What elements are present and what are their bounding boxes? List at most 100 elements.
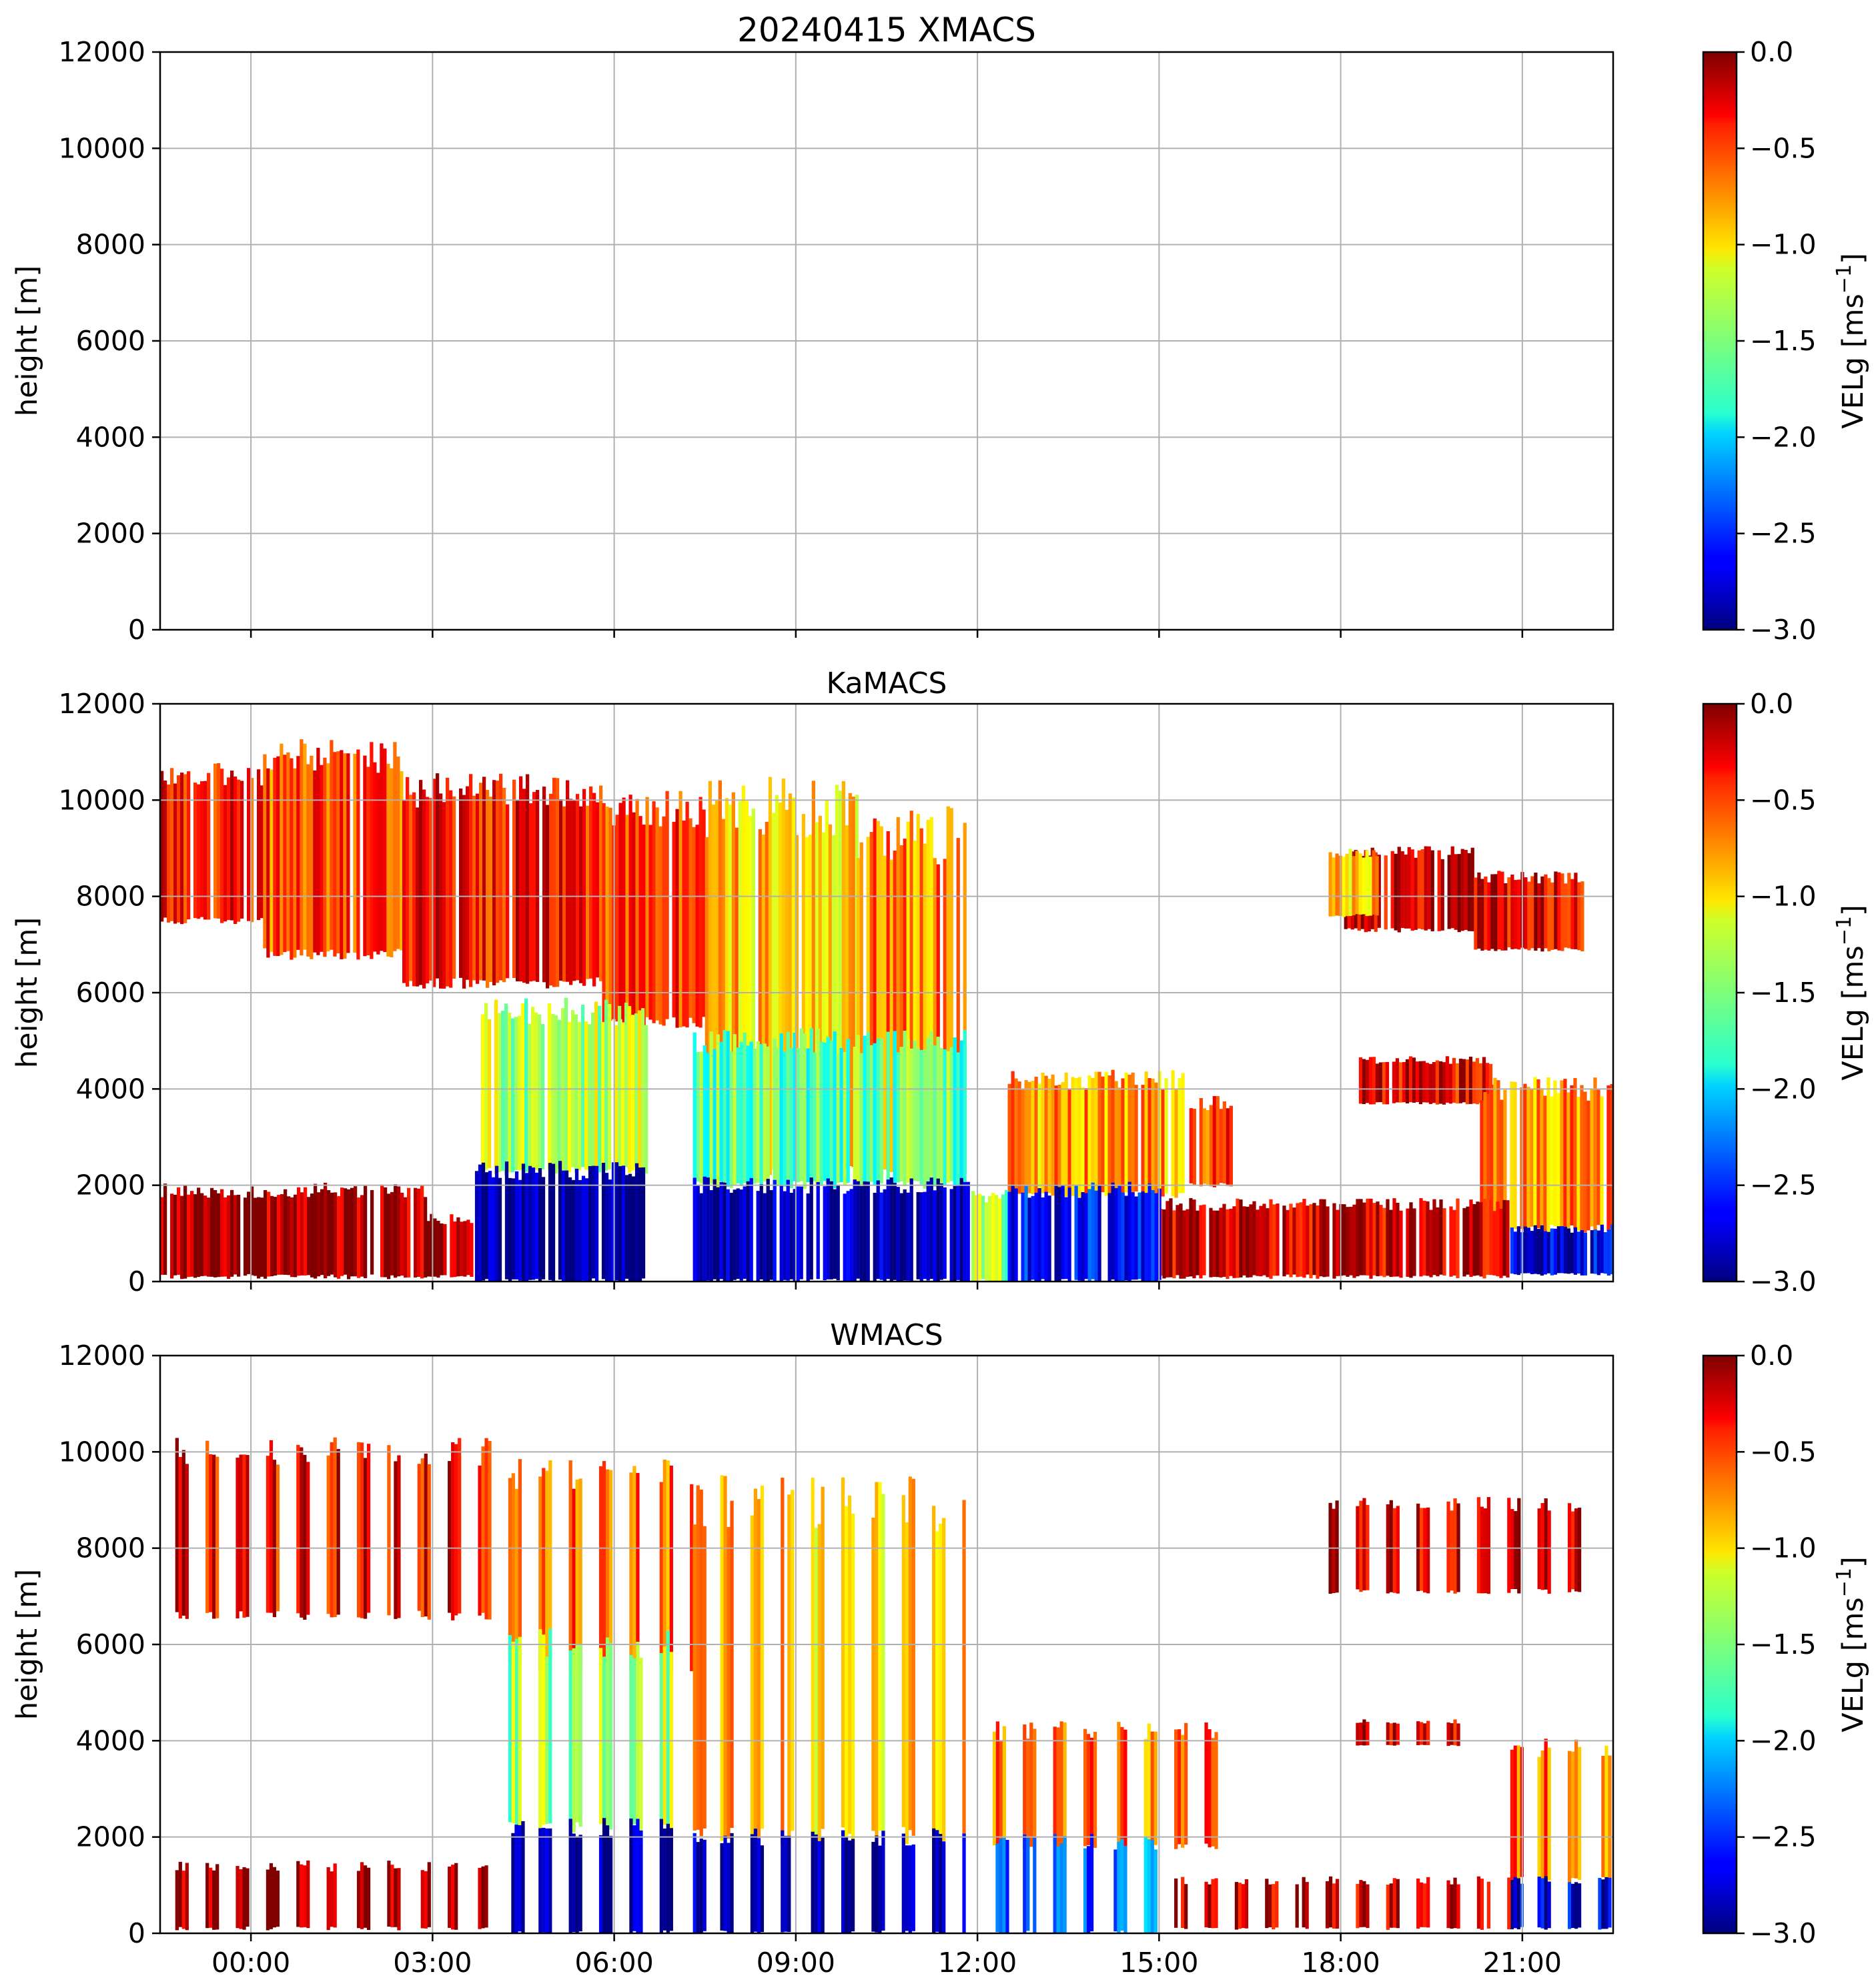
data-cell [439, 793, 443, 989]
data-cell [1606, 1229, 1610, 1276]
data-cell [386, 763, 390, 957]
data-cell [373, 762, 377, 952]
data-cell [696, 1485, 700, 1830]
data-cell [1460, 849, 1464, 931]
data-cell [336, 751, 340, 954]
data-cell [614, 1162, 619, 1281]
data-cell [602, 1461, 606, 1666]
data-cell [1086, 1846, 1091, 1933]
data-cell [936, 1037, 940, 1189]
data-cell [1131, 1072, 1135, 1197]
data-cell [363, 1865, 368, 1928]
data-cell [652, 801, 656, 1023]
data-cell [763, 1043, 767, 1182]
data-cell [304, 1187, 308, 1276]
data-cell [426, 1221, 430, 1277]
data-cell [899, 845, 903, 1166]
data-cell [1524, 877, 1528, 949]
data-cell [999, 1839, 1003, 1933]
data-cell [1503, 1089, 1507, 1232]
data-cell [520, 1003, 525, 1170]
data-cell [237, 1194, 241, 1277]
data-cell [630, 1015, 635, 1171]
data-cell [723, 1835, 727, 1931]
data-cell [366, 1867, 371, 1930]
data-cell [1244, 1879, 1249, 1929]
data-cell [702, 809, 706, 1017]
data-cell [1540, 1878, 1544, 1929]
data-cell [454, 1863, 458, 1930]
data-cell [574, 1168, 579, 1282]
data-cell [692, 1524, 696, 1831]
data-cell [825, 799, 829, 1183]
data-cell [247, 1191, 251, 1274]
data-cell [1222, 1101, 1226, 1184]
y-tick-label: 10000 [59, 132, 145, 164]
data-cell [330, 740, 334, 950]
data-cell [1420, 849, 1424, 930]
data-cell [579, 806, 583, 983]
data-cell [799, 1028, 803, 1181]
data-cell [1154, 1193, 1158, 1282]
data-cell [728, 805, 732, 1183]
data-cell [658, 826, 662, 1025]
data-cell [1496, 1080, 1500, 1225]
data-cell [702, 1176, 707, 1282]
data-cell [1011, 1071, 1015, 1195]
data-cell [943, 1049, 947, 1185]
data-cell [1120, 1726, 1124, 1847]
data-cell [394, 1868, 398, 1927]
data-cell [1402, 1062, 1406, 1103]
data-cell [1153, 1731, 1157, 1845]
data-cell [1390, 851, 1394, 929]
data-cell [511, 1833, 515, 1933]
data-cell [929, 1177, 933, 1280]
data-cell [417, 1464, 421, 1611]
data-cell [1465, 1059, 1470, 1105]
data-cell [1437, 850, 1441, 931]
data-cell [889, 1177, 893, 1282]
data-cell [629, 1472, 633, 1672]
data-cell [1121, 1078, 1125, 1197]
data-cell [757, 1499, 761, 1847]
data-cell [514, 1017, 518, 1171]
data-cell [666, 1630, 670, 1826]
data-cell [209, 1454, 213, 1612]
data-cell [462, 795, 466, 989]
data-cell [568, 1650, 572, 1826]
data-layer [175, 1437, 1612, 1933]
data-cell [300, 1864, 304, 1928]
data-cell [1484, 876, 1488, 950]
data-cell [213, 763, 217, 919]
data-cell [995, 1843, 999, 1933]
data-cell [582, 789, 586, 986]
data-cell [988, 1195, 992, 1282]
data-cell [1366, 1198, 1370, 1276]
data-cell [841, 1830, 845, 1933]
data-cell [956, 838, 960, 1178]
data-cell [518, 1459, 522, 1666]
data-cell [1164, 1078, 1168, 1194]
data-cell [696, 1185, 700, 1282]
data-cell [257, 1197, 261, 1279]
data-cell [1375, 1063, 1380, 1103]
data-cell [1510, 1227, 1514, 1274]
data-cell [733, 1034, 737, 1185]
data-cell [366, 767, 370, 956]
data-cell [276, 1870, 280, 1927]
data-cell [911, 1478, 915, 1836]
data-cell [833, 1031, 837, 1189]
data-cell [903, 1189, 907, 1281]
data-cell [851, 1839, 855, 1932]
data-cell [966, 1181, 970, 1282]
data-cell [760, 1485, 765, 1829]
data-cell [394, 1184, 398, 1278]
data-cell [451, 1442, 455, 1620]
data-cell [1056, 1846, 1060, 1933]
data-cell [492, 780, 496, 985]
data-cell [200, 781, 204, 917]
data-cell [518, 1179, 522, 1281]
data-cell [1181, 1073, 1185, 1193]
data-cell [1021, 1192, 1025, 1282]
